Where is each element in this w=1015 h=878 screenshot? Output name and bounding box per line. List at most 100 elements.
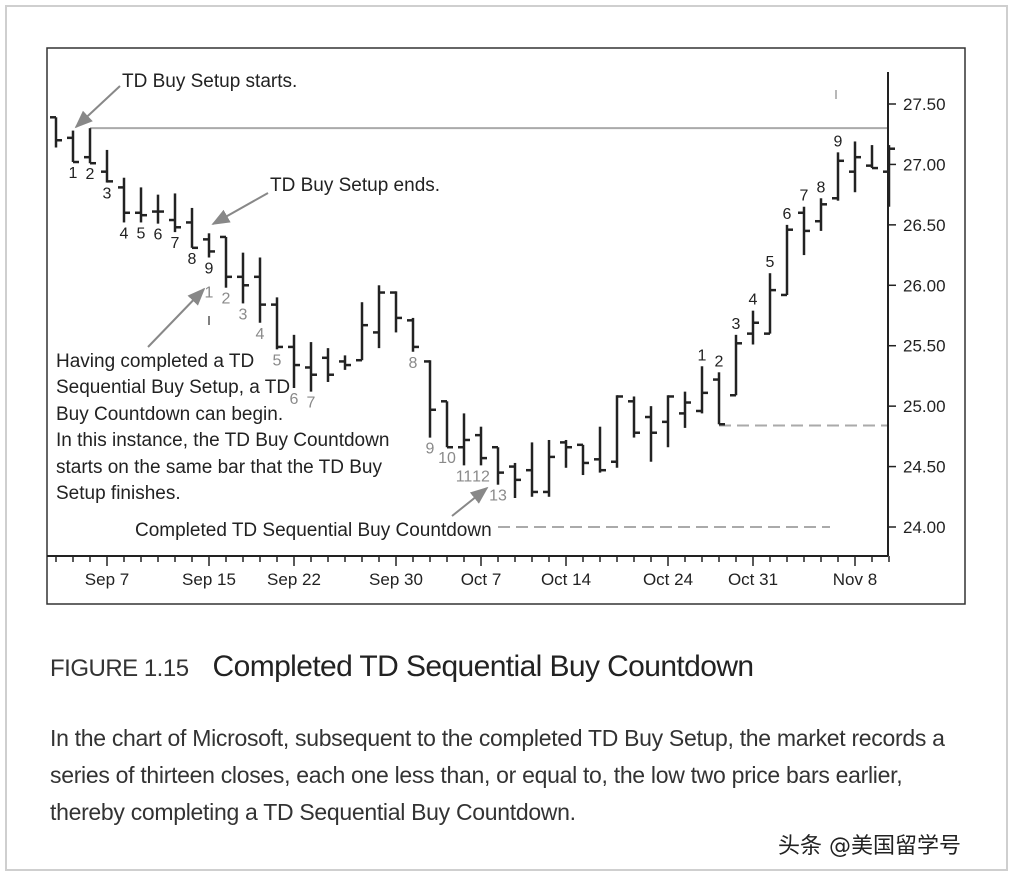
watermark: 头条 @美国留学号: [778, 834, 961, 859]
buy-countdown-count-label: 1: [205, 284, 214, 301]
ohlc-bar: [815, 198, 827, 231]
ohlc-bar: [458, 413, 470, 466]
ohlc-bar: [390, 291, 402, 333]
buy-countdown-count-label: 5: [273, 352, 282, 369]
ohlc-bar: [492, 445, 504, 485]
buy-setup-count-label: 2: [86, 166, 95, 183]
sell-setup-count-label: 7: [800, 188, 809, 205]
ohlc-bar: [322, 348, 334, 382]
ohlc-bar: [679, 391, 691, 428]
ohlc-bar: [662, 395, 674, 448]
ohlc-bar: [84, 128, 96, 165]
buy-countdown-count-label: 2: [222, 291, 231, 308]
buy-countdown-count-label: 10: [438, 450, 456, 467]
buy-countdown-count-label: 3: [239, 306, 248, 323]
ohlc-bar: [220, 235, 232, 288]
annotation-note-line: Buy Countdown can begin.: [56, 404, 283, 425]
buy-setup-count-label: 9: [205, 260, 214, 277]
ohlc-bar: [101, 149, 113, 183]
ohlc-bar: [747, 310, 759, 345]
annotation-setup-starts: TD Buy Setup starts.: [122, 71, 297, 92]
ohlc-bar: [781, 224, 793, 297]
annotation-note-line: Sequential Buy Setup, a TD: [56, 377, 290, 398]
ohlc-bar: [67, 130, 79, 164]
buy-setup-count-label: 4: [120, 225, 129, 242]
ohlc-bar: [594, 426, 606, 473]
buy-setup-count-label: 1: [69, 165, 78, 182]
x-tick-label: Sep 30: [369, 570, 423, 589]
ohlc-bar: [611, 395, 623, 468]
y-tick-label: 25.50: [903, 337, 946, 356]
ohlc-bar: [186, 207, 198, 250]
ohlc-bar: [832, 152, 844, 201]
ohlc-bar: [254, 257, 266, 323]
y-tick-label: 27.00: [903, 155, 946, 174]
x-tick-label: Sep 15: [182, 570, 236, 589]
ohlc-bar: [866, 145, 878, 170]
buy-setup-count-label: 5: [137, 225, 146, 242]
y-tick-label: 26.50: [903, 216, 946, 235]
annotation-completed: Completed TD Sequential Buy Countdown: [135, 520, 492, 541]
buy-countdown-count-label: 6: [290, 391, 299, 408]
sell-setup-count-label: 6: [783, 206, 792, 223]
sell-setup-count-label: 4: [749, 292, 758, 309]
ohlc-bar: [339, 355, 351, 370]
sell-setup-count-label: 8: [817, 179, 826, 196]
x-tick-label: Sep 7: [85, 570, 129, 589]
ohlc-bar: [730, 334, 742, 397]
ohlc-bar: [237, 252, 249, 304]
ohlc-bar: [509, 462, 521, 498]
x-tick-label: Oct 7: [461, 570, 502, 589]
y-tick-label: 25.00: [903, 397, 946, 416]
ohlc-bar: [407, 317, 419, 352]
ohlc-bar: [577, 443, 589, 476]
ohlc-bar: [152, 194, 164, 224]
x-tick-label: Nov 8: [833, 570, 877, 589]
figure-title: Completed TD Sequential Buy Countdown: [212, 650, 755, 683]
ohlc-bar: [271, 297, 283, 350]
annotation-note-line: In this instance, the TD Buy Countdown: [56, 430, 389, 451]
sell-setup-count-label: 2: [715, 353, 724, 370]
buy-setup-count-label: 7: [171, 235, 180, 252]
buy-countdown-count-label: 7: [307, 395, 316, 412]
ohlc-bar: [560, 439, 572, 468]
sell-setup-count-label: 5: [766, 254, 775, 271]
y-tick-label: 26.00: [903, 276, 946, 295]
buy-countdown-count-label: 12: [472, 468, 490, 485]
ohlc-bar: [288, 334, 300, 389]
sell-setup-count-label: 9: [834, 133, 843, 150]
buy-countdown-count-label: 9: [426, 441, 435, 458]
y-tick-label: 24.00: [903, 518, 946, 537]
arrow-countdown-complete: [451, 486, 489, 517]
y-tick-label: 27.50: [903, 95, 946, 114]
ohlc-bar: [424, 360, 436, 438]
buy-countdown-count-label: 13: [489, 488, 507, 505]
figure-heading: FIGURE 1.15 Completed TD Sequential Buy C…: [50, 650, 755, 684]
ohlc-bar: [135, 187, 147, 223]
figure-caption: In the chart of Microsoft, subsequent to…: [50, 725, 945, 825]
ohlc-bar: [645, 406, 657, 462]
ohlc-bar: [696, 366, 708, 414]
annotation-setup-ends: TD Buy Setup ends.: [270, 175, 440, 196]
ohlc-bar: [849, 141, 861, 193]
buy-setup-count-label: 3: [103, 186, 112, 203]
x-tick-label: Oct 24: [643, 570, 693, 589]
ohlc-bar: [628, 396, 640, 438]
ohlc-bar: [356, 302, 368, 362]
chart-box: [46, 47, 966, 605]
ohlc-bar: [764, 273, 776, 335]
buy-setup-count-label: 8: [188, 251, 197, 268]
ohlc-bar: [713, 372, 725, 426]
buy-setup-count-label: 6: [154, 227, 163, 244]
buy-countdown-count-label: 11: [456, 468, 473, 485]
sell-setup-count-label: 3: [732, 316, 741, 333]
x-tick-label: Oct 14: [541, 570, 591, 589]
ohlc-bar: [475, 426, 487, 466]
sell-setup-count-label: 1: [698, 347, 707, 364]
ohlc-bar: [373, 285, 385, 349]
buy-countdown-count-label: 4: [256, 326, 265, 343]
ohlc-bar: [543, 439, 555, 497]
buy-countdown-count-label: 8: [409, 355, 418, 372]
figure-number: FIGURE 1.15: [50, 655, 189, 682]
